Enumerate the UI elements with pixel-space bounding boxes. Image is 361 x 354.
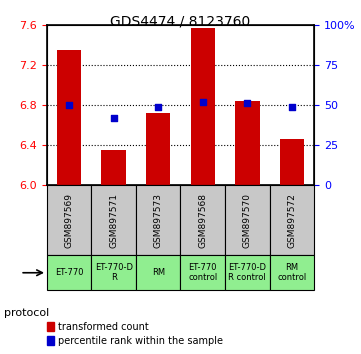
Point [66,102,72,108]
Text: GSM897572: GSM897572 [287,193,296,247]
FancyBboxPatch shape [225,255,270,290]
Text: GSM897568: GSM897568 [198,193,207,248]
FancyBboxPatch shape [180,255,225,290]
Text: GSM897573: GSM897573 [154,193,163,248]
FancyBboxPatch shape [270,255,314,290]
Point [155,104,161,109]
Text: percentile rank within the sample: percentile rank within the sample [58,336,223,346]
FancyBboxPatch shape [136,185,180,255]
Text: GSM897570: GSM897570 [243,193,252,248]
FancyBboxPatch shape [91,255,136,290]
Text: ET-770: ET-770 [55,268,83,277]
FancyBboxPatch shape [225,185,270,255]
Bar [279,139,304,185]
Point [244,101,250,106]
FancyBboxPatch shape [270,185,314,255]
Text: ET-770
control: ET-770 control [188,263,217,282]
FancyBboxPatch shape [180,185,225,255]
Text: GSM897571: GSM897571 [109,193,118,248]
FancyBboxPatch shape [91,185,136,255]
Point [289,104,295,109]
Text: protocol: protocol [4,308,49,318]
Text: transformed count: transformed count [58,322,148,332]
Text: ET-770-D
R control: ET-770-D R control [228,263,266,282]
Text: GSM897569: GSM897569 [65,193,74,248]
FancyBboxPatch shape [47,255,91,290]
FancyBboxPatch shape [136,255,180,290]
Text: ET-770-D
R: ET-770-D R [95,263,133,282]
Text: GDS4474 / 8123760: GDS4474 / 8123760 [110,14,251,28]
Bar [101,150,126,185]
Point [200,99,206,104]
Bar [235,101,260,185]
FancyBboxPatch shape [47,185,91,255]
Bar [146,113,170,185]
Bar [191,28,215,185]
Point [111,115,117,121]
Bar [57,50,82,185]
Text: RM: RM [152,268,165,277]
Text: RM
control: RM control [277,263,306,282]
